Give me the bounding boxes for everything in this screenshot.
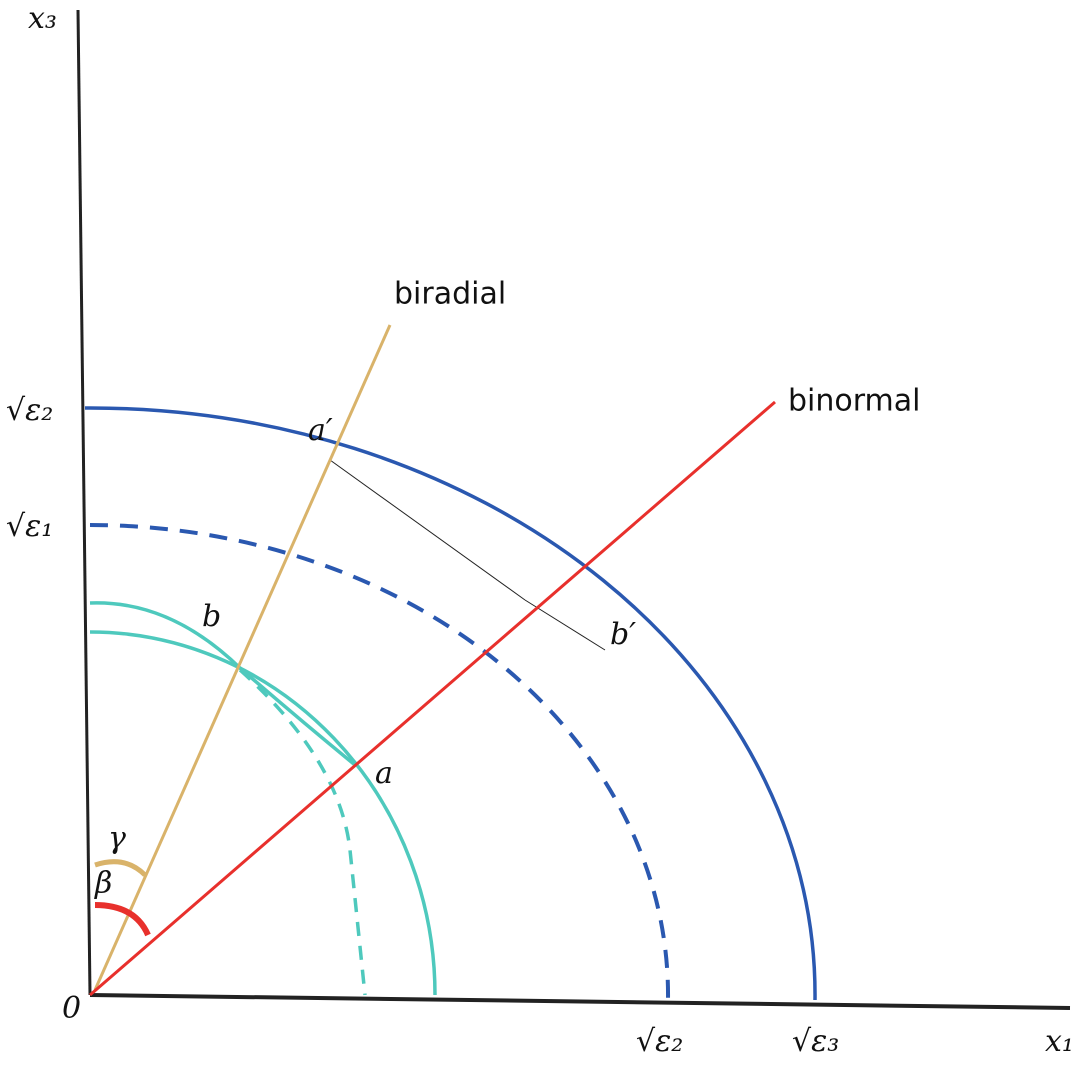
binormal-line: [89, 400, 776, 997]
cyan-dashed-curve: [238, 668, 367, 996]
point-label: a: [375, 756, 393, 791]
axis-label: x₃: [28, 1, 57, 36]
outer-curve: [84, 406, 817, 1001]
angle-label: γ: [108, 821, 126, 856]
beta-arc: [94, 902, 151, 937]
tick-label: √ε₂: [6, 393, 53, 428]
origin-label: 0: [62, 991, 81, 1026]
point-label: a′: [308, 413, 333, 448]
biradial-line: [93, 324, 392, 991]
cyan-curve: [89, 630, 437, 996]
tangent: [329, 459, 526, 601]
axis-x3: [76, 9, 92, 996]
angle-label: β: [94, 866, 112, 901]
tick-label: √ε₁: [6, 509, 53, 544]
tick-label: √ε₃: [792, 1024, 839, 1059]
tick-label: √ε₂: [636, 1024, 683, 1059]
axis-label: x₁: [1045, 1024, 1074, 1059]
line-label: binormal: [788, 384, 921, 419]
cyan-curve-upper: [89, 601, 357, 767]
point-label: b′: [610, 617, 636, 652]
axis-x1: [89, 993, 1071, 1010]
gamma-arc: [94, 859, 147, 877]
point-label: b: [202, 599, 221, 634]
shapes: [76, 9, 1071, 1010]
line-label: biradial: [394, 277, 506, 312]
